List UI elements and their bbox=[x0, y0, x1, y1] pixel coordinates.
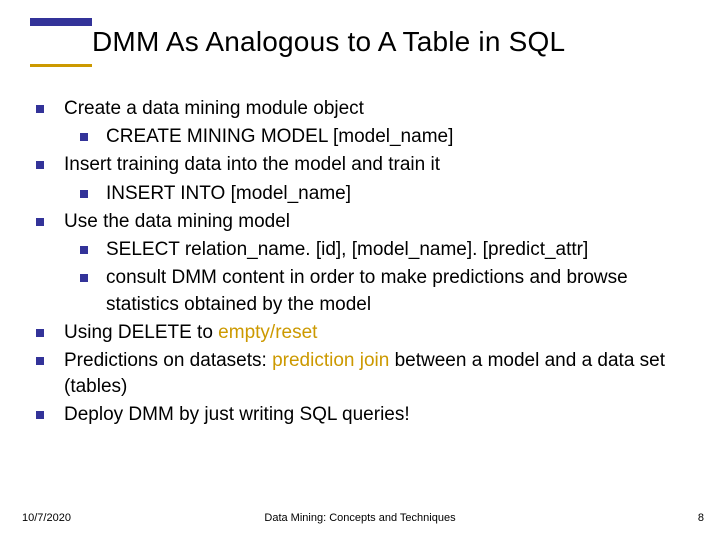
bullet-item: Using DELETE to empty/reset bbox=[36, 320, 692, 346]
bullet-item: SELECT relation_name. [id], [model_name]… bbox=[36, 237, 692, 263]
bullet-text: CREATE MINING MODEL [model_name] bbox=[106, 124, 453, 150]
bullet-text: Using DELETE to empty/reset bbox=[64, 320, 317, 346]
bullet-item: Insert training data into the model and … bbox=[36, 152, 692, 178]
footer-date: 10/7/2020 bbox=[22, 512, 71, 524]
square-bullet-icon bbox=[80, 246, 88, 254]
title-area: DMM As Analogous to A Table in SQL bbox=[30, 26, 700, 58]
square-bullet-icon bbox=[80, 274, 88, 282]
square-bullet-icon bbox=[36, 218, 44, 226]
square-bullet-icon bbox=[36, 161, 44, 169]
footer: 10/7/2020 Data Mining: Concepts and Tech… bbox=[0, 512, 720, 524]
square-bullet-icon bbox=[36, 357, 44, 365]
bullet-item: INSERT INTO [model_name] bbox=[36, 181, 692, 207]
title-underline bbox=[30, 64, 92, 67]
bullet-text: Deploy DMM by just writing SQL queries! bbox=[64, 402, 410, 428]
square-bullet-icon bbox=[36, 411, 44, 419]
title-overline bbox=[30, 18, 92, 26]
bullet-text: consult DMM content in order to make pre… bbox=[106, 265, 692, 317]
bullet-item: Deploy DMM by just writing SQL queries! bbox=[36, 402, 692, 428]
square-bullet-icon bbox=[36, 105, 44, 113]
bullet-text: Predictions on datasets: prediction join… bbox=[64, 348, 692, 400]
bullet-item: Predictions on datasets: prediction join… bbox=[36, 348, 692, 400]
footer-center: Data Mining: Concepts and Techniques bbox=[0, 512, 720, 524]
bullet-item: CREATE MINING MODEL [model_name] bbox=[36, 124, 692, 150]
bullet-text: Insert training data into the model and … bbox=[64, 152, 440, 178]
bullet-item: Use the data mining model bbox=[36, 209, 692, 235]
footer-page: 8 bbox=[698, 512, 704, 524]
content-area: Create a data mining module objectCREATE… bbox=[36, 96, 692, 431]
square-bullet-icon bbox=[80, 190, 88, 198]
bullet-text: Create a data mining module object bbox=[64, 96, 364, 122]
bullet-text: INSERT INTO [model_name] bbox=[106, 181, 351, 207]
square-bullet-icon bbox=[36, 329, 44, 337]
bullet-text: SELECT relation_name. [id], [model_name]… bbox=[106, 237, 588, 263]
square-bullet-icon bbox=[80, 133, 88, 141]
bullet-item: consult DMM content in order to make pre… bbox=[36, 265, 692, 317]
bullet-text: Use the data mining model bbox=[64, 209, 290, 235]
slide-title: DMM As Analogous to A Table in SQL bbox=[30, 26, 700, 58]
bullet-item: Create a data mining module object bbox=[36, 96, 692, 122]
